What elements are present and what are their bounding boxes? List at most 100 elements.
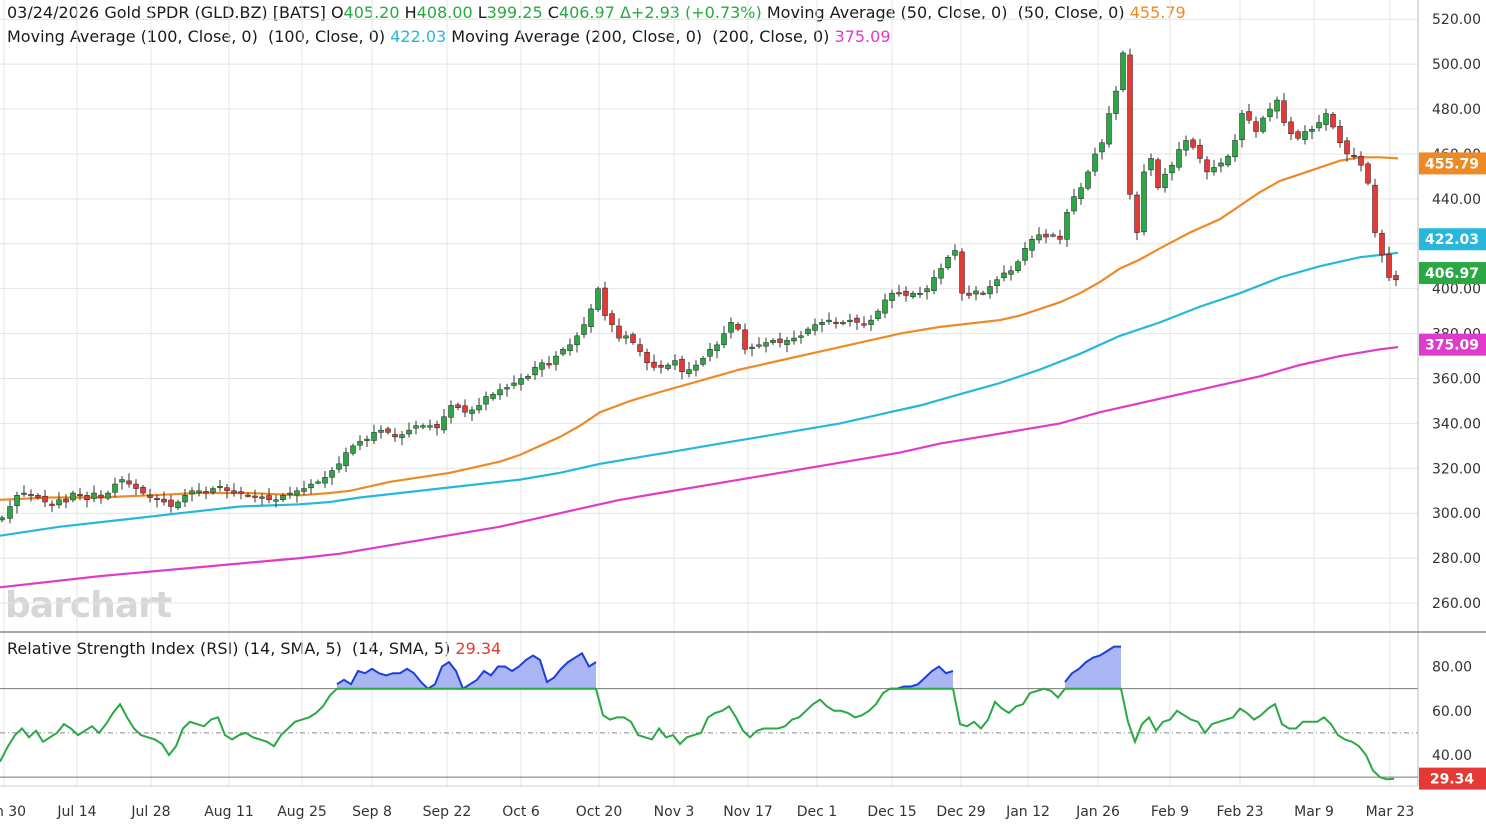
candle-body bbox=[455, 404, 461, 408]
candle bbox=[1127, 48, 1133, 200]
candle bbox=[1204, 156, 1210, 180]
candle bbox=[343, 447, 349, 473]
candle-body bbox=[1092, 153, 1098, 172]
candle bbox=[840, 320, 846, 326]
candle bbox=[308, 479, 314, 495]
candle bbox=[1050, 232, 1056, 238]
legend-symbol: Gold SPDR (GLD.BZ) [BATS] bbox=[104, 3, 326, 22]
candle bbox=[595, 286, 601, 312]
candle-body bbox=[35, 495, 41, 498]
date-tick-label: Mar 23 bbox=[1366, 804, 1415, 820]
candle bbox=[1008, 265, 1014, 281]
candle bbox=[1120, 50, 1126, 92]
candle-body bbox=[1232, 140, 1238, 158]
candle bbox=[721, 325, 727, 349]
candle bbox=[1386, 246, 1392, 282]
candle-body bbox=[280, 495, 286, 501]
candle bbox=[497, 383, 503, 400]
date-tick-label: Aug 11 bbox=[204, 804, 254, 820]
candle bbox=[1232, 134, 1238, 162]
candle bbox=[378, 425, 384, 439]
candle bbox=[441, 409, 447, 434]
candle-body bbox=[791, 337, 797, 342]
candle bbox=[518, 373, 524, 391]
candle-body bbox=[1022, 248, 1028, 261]
candle-body bbox=[1155, 159, 1161, 188]
candle bbox=[1351, 147, 1357, 160]
rsi-badge-text: 29.34 bbox=[1430, 772, 1475, 788]
candle-body bbox=[574, 335, 580, 346]
candle-body bbox=[392, 434, 398, 438]
candle-body bbox=[1351, 155, 1357, 158]
candle bbox=[56, 492, 62, 509]
candle-body bbox=[336, 463, 342, 470]
candle bbox=[1169, 161, 1175, 181]
candle bbox=[623, 330, 629, 345]
candle-body bbox=[805, 328, 811, 335]
candle-body bbox=[924, 288, 930, 293]
candle bbox=[665, 362, 671, 371]
candle-body bbox=[1036, 234, 1042, 241]
date-tick-label: Sep 8 bbox=[352, 804, 392, 820]
candle bbox=[672, 354, 678, 370]
candle-body bbox=[1309, 129, 1315, 132]
legend-change: Δ+2.93 (+0.73%) bbox=[619, 3, 762, 22]
candle-body bbox=[1393, 275, 1399, 280]
candle bbox=[1176, 141, 1182, 171]
candle bbox=[315, 479, 321, 485]
candle bbox=[364, 435, 370, 447]
candle-body bbox=[322, 477, 328, 484]
candle bbox=[1162, 167, 1168, 193]
candle-body bbox=[21, 492, 27, 495]
ma100-line bbox=[0, 251, 1399, 537]
candle bbox=[154, 494, 160, 508]
candle-body bbox=[602, 287, 608, 316]
rsi-overbought-fill bbox=[337, 653, 596, 689]
candle-body bbox=[679, 358, 685, 373]
candle-body bbox=[119, 479, 125, 483]
candle bbox=[700, 356, 706, 367]
candle-body bbox=[1365, 163, 1371, 184]
candle bbox=[1211, 159, 1217, 176]
candle-body bbox=[7, 506, 13, 519]
candle bbox=[1323, 108, 1329, 131]
candle-body bbox=[1386, 254, 1392, 278]
candle bbox=[847, 313, 853, 327]
candle bbox=[63, 494, 69, 509]
candle bbox=[42, 489, 48, 507]
candle-body bbox=[1337, 126, 1343, 143]
candle-body bbox=[371, 432, 377, 441]
candle-body bbox=[560, 349, 566, 355]
candle bbox=[1113, 86, 1119, 120]
candle bbox=[1043, 229, 1049, 244]
candle-body bbox=[966, 292, 972, 296]
candle-body bbox=[770, 340, 776, 343]
candle-body bbox=[126, 480, 132, 485]
candle bbox=[203, 486, 209, 500]
candle-body bbox=[483, 396, 489, 405]
candle bbox=[28, 489, 34, 502]
date-tick-label: Mar 9 bbox=[1294, 804, 1334, 820]
candle-body bbox=[763, 342, 769, 347]
candle-body bbox=[98, 494, 104, 498]
candle-body bbox=[784, 340, 790, 345]
candle-body bbox=[616, 325, 622, 339]
candle bbox=[112, 477, 118, 498]
candle-body bbox=[147, 494, 153, 498]
candle-body bbox=[665, 364, 671, 369]
candle bbox=[266, 487, 272, 504]
candle-body bbox=[385, 428, 391, 433]
candle-body bbox=[588, 308, 594, 327]
candle bbox=[602, 281, 608, 321]
ma50-badge-text: 455.79 bbox=[1425, 156, 1479, 172]
candle-body bbox=[112, 483, 118, 493]
price-tick-label: 500.00 bbox=[1432, 57, 1481, 73]
candle bbox=[420, 423, 426, 430]
price-tick-label: 280.00 bbox=[1432, 551, 1481, 567]
candle bbox=[763, 337, 769, 353]
candle-body bbox=[238, 491, 244, 494]
candle-body bbox=[476, 405, 482, 411]
legend-ma100-value: 422.03 bbox=[390, 27, 447, 46]
candle-body bbox=[1008, 270, 1014, 275]
